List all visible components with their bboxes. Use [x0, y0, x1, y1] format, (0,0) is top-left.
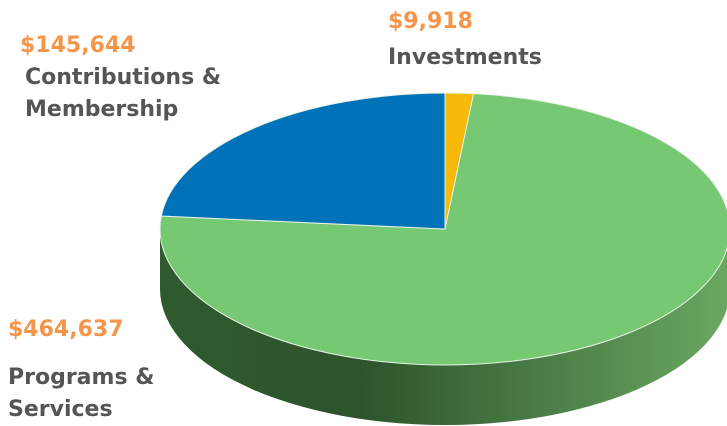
category-label: Investments [388, 45, 542, 70]
slice-side [160, 229, 727, 425]
value-label: $9,918 [388, 9, 473, 34]
category-label: Contributions & Membership [25, 65, 222, 122]
category-label: Programs & Services [8, 365, 155, 422]
value-label: $464,637 [8, 317, 124, 342]
value-label: $145,644 [20, 33, 136, 58]
slice [160, 92, 446, 230]
